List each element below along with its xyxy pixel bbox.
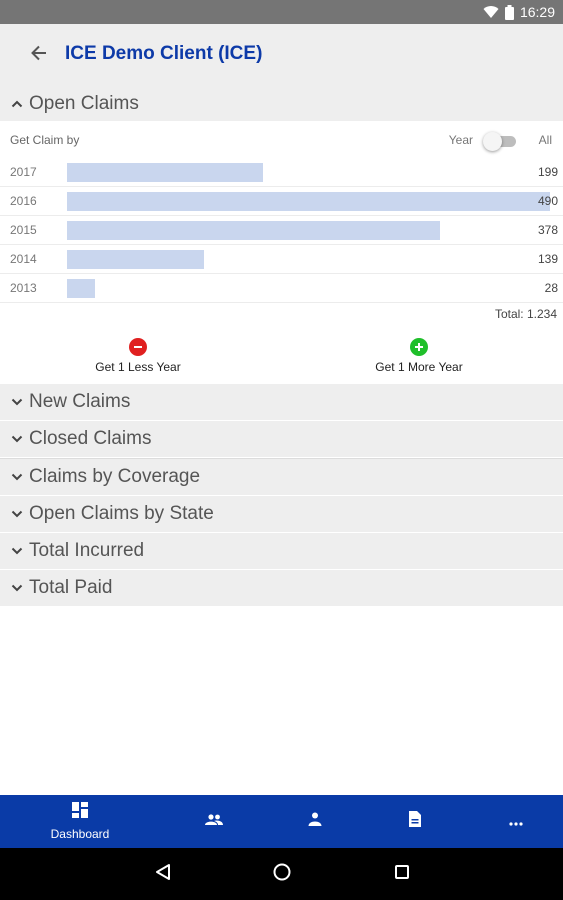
status-time: 16:29 [519,4,555,20]
get-less-year-button[interactable]: Get 1 Less Year [68,338,208,378]
battery-icon [504,4,514,20]
bar-year-label: 2015 [10,223,37,237]
section-header-total-paid[interactable]: Total Paid [0,570,563,606]
section-header-open-claims-by-state[interactable]: Open Claims by State [0,496,563,532]
nav-item-dashboard[interactable]: Dashboard [24,795,136,848]
bar-year-label: 2016 [10,194,37,208]
chevron-down-icon [9,435,25,443]
system-recents-button[interactable] [386,858,418,890]
nav-item-people[interactable] [158,795,270,848]
nav-item-person[interactable] [259,795,371,848]
minus-circle-icon [129,338,147,356]
chevron-down-icon [9,473,25,481]
chevron-up-icon [9,100,25,108]
bar [67,221,440,240]
get-more-year-button[interactable]: Get 1 More Year [349,338,489,378]
bar [67,279,95,298]
chevron-down-icon [9,398,25,406]
section-title: Open Claims by State [29,503,214,524]
people-icon [205,813,223,831]
bar-year-label: 2013 [10,281,37,295]
bar-value-label: 199 [537,165,558,179]
more-icon [509,813,523,831]
nav-label: Dashboard [50,827,110,841]
nav-item-document[interactable] [359,795,471,848]
wifi-icon [483,5,499,19]
bar-row: 2013 28 [0,274,563,303]
bar-row: 2015 378 [0,216,563,245]
bar [67,192,550,211]
bar-value-label: 378 [537,223,558,237]
section-header-claims-by-coverage[interactable]: Claims by Coverage [0,459,563,495]
system-nav-bar [0,848,563,900]
year-all-toggle[interactable] [483,131,517,151]
nav-item-more[interactable] [460,795,563,848]
section-title: Open Claims [29,92,139,114]
less-year-label: Get 1 Less Year [95,360,181,374]
square-recents-icon [394,864,410,885]
section-header-total-incurred[interactable]: Total Incurred [0,533,563,569]
section-title: Closed Claims [29,428,152,449]
bar [67,163,263,182]
section-title: New Claims [29,391,131,412]
section-title: Total Incurred [29,540,145,561]
bar-year-label: 2017 [10,165,37,179]
system-home-button[interactable] [266,858,298,890]
toggle-knob [483,132,502,151]
bar-value-label: 28 [544,281,558,295]
status-icons: 16:29 [483,0,555,24]
section-title: Claims by Coverage [29,466,201,487]
bar [67,250,204,269]
person-icon [308,812,322,831]
section-header-closed-claims[interactable]: Closed Claims [0,421,563,457]
chevron-down-icon [9,510,25,518]
bottom-nav: Dashboard [0,795,563,848]
circle-home-icon [273,863,291,886]
arrow-left-icon [30,44,48,67]
document-icon [409,811,421,832]
total-label: Total: 1.234 [494,307,557,321]
section-header-open-claims[interactable]: Open Claims [0,86,563,121]
bar-value-label: 490 [537,194,558,208]
page-title: ICE Demo Client (ICE) [65,43,263,64]
chevron-down-icon [9,547,25,555]
get-claim-by-label: Get Claim by [10,133,80,147]
plus-circle-icon [410,338,428,356]
bar-row: 2014 139 [0,245,563,274]
more-year-label: Get 1 More Year [375,360,463,374]
triangle-back-icon [155,863,171,886]
system-back-button[interactable] [147,858,179,890]
dashboard-icon [72,802,88,823]
bar-value-label: 139 [537,252,558,266]
back-button[interactable] [22,38,56,72]
open-claims-panel: Get Claim by Year All 2017 199 2016 490 … [0,121,563,383]
app-bar: ICE Demo Client (ICE) [0,24,563,86]
chevron-down-icon [9,584,25,592]
bar-row: 2016 490 [0,187,563,216]
section-header-new-claims[interactable]: New Claims [0,384,563,420]
bar-year-label: 2014 [10,252,37,266]
status-bar: 16:29 [0,0,563,24]
section-divider [0,458,563,459]
toggle-year-label: Year [448,133,473,147]
bar-row: 2017 199 [0,158,563,187]
toggle-all-label: All [538,133,552,147]
section-title: Total Paid [29,577,113,598]
